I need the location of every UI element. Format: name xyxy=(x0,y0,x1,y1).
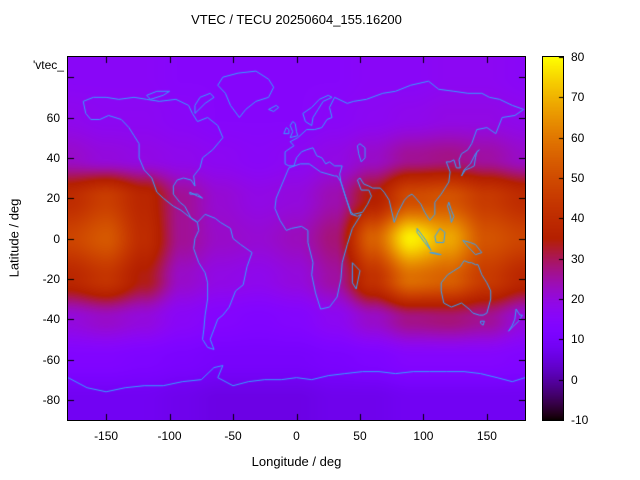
colorbar-tick-label: -10 xyxy=(571,413,589,427)
colorbar-tick-label: 80 xyxy=(571,50,585,64)
plot-title: VTEC / TECU 20250604_155.16200 xyxy=(191,12,402,27)
colorbar-tick-label: 60 xyxy=(571,130,585,145)
legend-label: 'vtec_ xyxy=(33,58,64,72)
y-tick-label: 20 xyxy=(46,191,60,206)
colorbar-tick-label: 0 xyxy=(571,372,578,387)
colorbar-tick-label: 50 xyxy=(571,171,585,185)
x-tick-label: -100 xyxy=(157,429,182,443)
x-axis-label: Longitude / deg xyxy=(251,454,342,469)
x-tick-label: -150 xyxy=(94,429,119,443)
y-tick-label: 40 xyxy=(46,150,60,165)
heatmap-canvas xyxy=(67,56,526,421)
y-tick-label: 0 xyxy=(53,231,60,246)
x-tick-label: 0 xyxy=(293,429,300,443)
x-tick-label: 150 xyxy=(476,429,497,443)
y-tick-label: -60 xyxy=(42,352,60,367)
y-tick-label: 60 xyxy=(46,110,60,125)
colorbar-tick-label: 20 xyxy=(571,292,585,306)
colorbar-tick-label: 30 xyxy=(571,251,585,266)
y-axis-label: Latitude / deg xyxy=(6,198,22,278)
colorbar-canvas xyxy=(542,56,564,421)
colorbar-tick-label: 70 xyxy=(571,90,585,105)
x-tick-label: -50 xyxy=(224,429,242,443)
y-tick-label: -80 xyxy=(42,392,60,407)
y-tick-label: -20 xyxy=(42,271,60,286)
x-tick-label: 100 xyxy=(413,429,434,443)
y-tick-label: -40 xyxy=(42,312,60,327)
colorbar-tick-label: 40 xyxy=(571,211,585,226)
colorbar-tick-label: 10 xyxy=(571,332,585,347)
x-tick-label: 50 xyxy=(353,429,367,443)
